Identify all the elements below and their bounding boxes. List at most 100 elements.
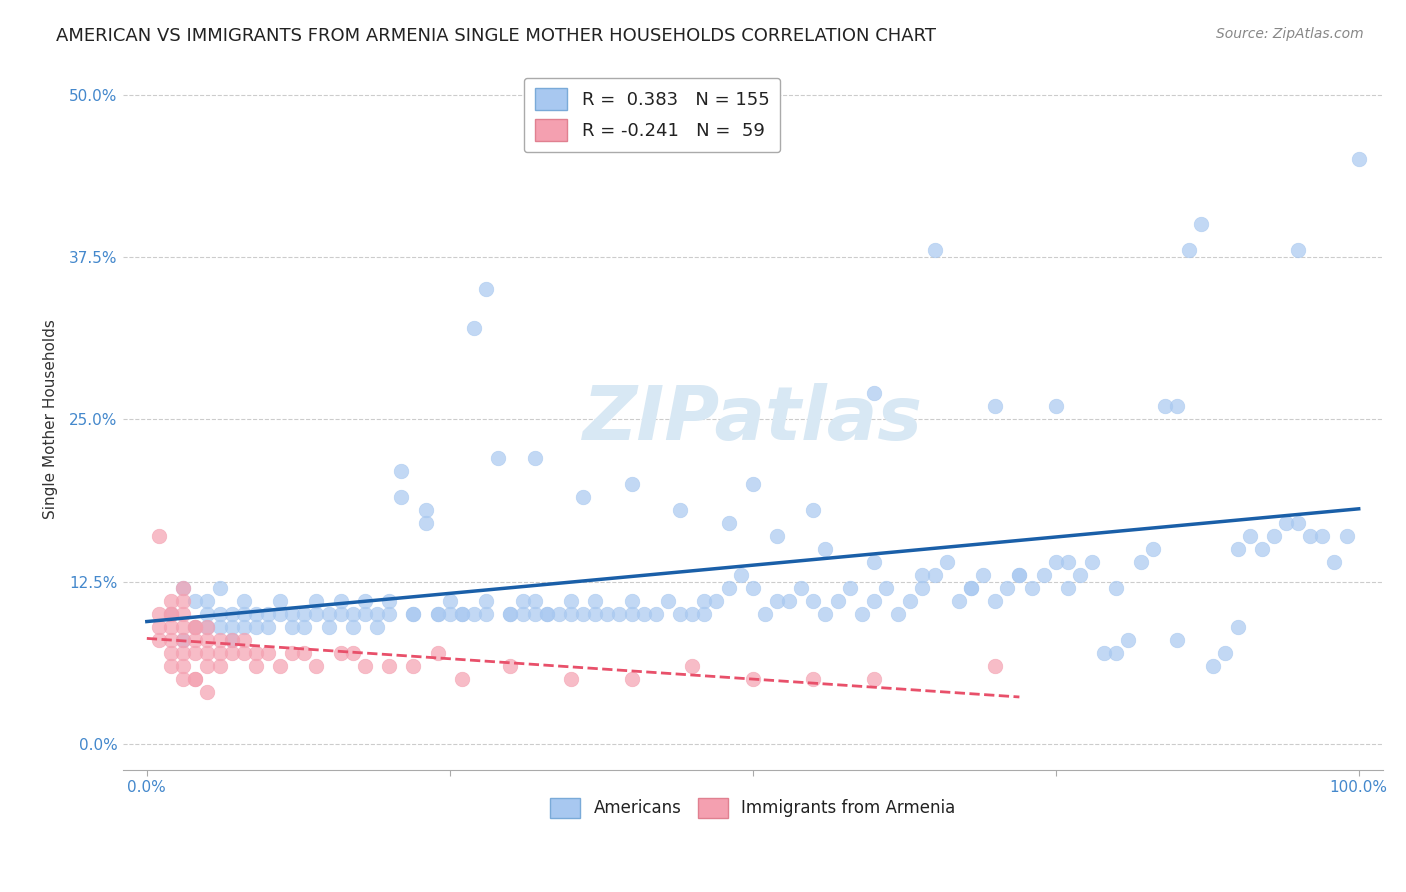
Point bbox=[911, 568, 934, 582]
Point bbox=[1105, 581, 1128, 595]
Point bbox=[257, 646, 280, 660]
Point bbox=[197, 659, 219, 673]
Point bbox=[730, 568, 752, 582]
Point bbox=[232, 607, 254, 621]
Point bbox=[221, 633, 243, 648]
Point bbox=[512, 607, 534, 621]
Point bbox=[415, 516, 437, 531]
Point bbox=[354, 659, 377, 673]
Point bbox=[463, 321, 485, 335]
Point bbox=[281, 646, 304, 660]
Point bbox=[1057, 581, 1080, 595]
Point bbox=[681, 607, 703, 621]
Point bbox=[292, 607, 315, 621]
Point bbox=[305, 607, 328, 621]
Point bbox=[221, 646, 243, 660]
Point bbox=[197, 646, 219, 660]
Point bbox=[924, 568, 946, 582]
Point bbox=[863, 594, 886, 608]
Point bbox=[717, 581, 740, 595]
Point bbox=[475, 607, 498, 621]
Point bbox=[1215, 646, 1237, 660]
Point bbox=[221, 607, 243, 621]
Point bbox=[1226, 620, 1249, 634]
Point bbox=[1118, 633, 1140, 648]
Point bbox=[1347, 153, 1369, 167]
Point bbox=[366, 620, 388, 634]
Point bbox=[1323, 555, 1346, 569]
Point bbox=[172, 672, 194, 686]
Point bbox=[172, 581, 194, 595]
Point bbox=[1275, 516, 1298, 531]
Point bbox=[1142, 542, 1164, 557]
Point bbox=[924, 244, 946, 258]
Point bbox=[972, 568, 994, 582]
Point bbox=[960, 581, 983, 595]
Point bbox=[1129, 555, 1152, 569]
Text: Source: ZipAtlas.com: Source: ZipAtlas.com bbox=[1216, 27, 1364, 41]
Point bbox=[620, 607, 643, 621]
Point bbox=[415, 503, 437, 517]
Point bbox=[160, 607, 183, 621]
Point bbox=[269, 594, 291, 608]
Point bbox=[620, 477, 643, 491]
Point bbox=[644, 607, 666, 621]
Point bbox=[706, 594, 728, 608]
Point bbox=[754, 607, 776, 621]
Point bbox=[669, 607, 692, 621]
Point bbox=[172, 646, 194, 660]
Point bbox=[197, 633, 219, 648]
Point bbox=[184, 620, 207, 634]
Point bbox=[232, 646, 254, 660]
Point bbox=[148, 620, 170, 634]
Point bbox=[378, 659, 401, 673]
Point bbox=[984, 659, 1007, 673]
Point bbox=[560, 607, 582, 621]
Point bbox=[475, 594, 498, 608]
Point bbox=[232, 594, 254, 608]
Text: AMERICAN VS IMMIGRANTS FROM ARMENIA SINGLE MOTHER HOUSEHOLDS CORRELATION CHART: AMERICAN VS IMMIGRANTS FROM ARMENIA SING… bbox=[56, 27, 936, 45]
Point bbox=[148, 633, 170, 648]
Point bbox=[281, 620, 304, 634]
Point bbox=[536, 607, 558, 621]
Point bbox=[572, 490, 595, 504]
Point bbox=[1057, 555, 1080, 569]
Point bbox=[547, 607, 569, 621]
Point bbox=[766, 594, 789, 608]
Point bbox=[560, 672, 582, 686]
Point bbox=[172, 581, 194, 595]
Point bbox=[426, 607, 449, 621]
Point bbox=[354, 607, 377, 621]
Point bbox=[160, 633, 183, 648]
Point bbox=[560, 594, 582, 608]
Point bbox=[342, 620, 364, 634]
Point bbox=[766, 529, 789, 543]
Point bbox=[984, 399, 1007, 413]
Point bbox=[318, 620, 340, 634]
Point bbox=[499, 607, 522, 621]
Point bbox=[402, 607, 425, 621]
Point bbox=[148, 529, 170, 543]
Point bbox=[1045, 399, 1067, 413]
Point bbox=[875, 581, 897, 595]
Point bbox=[898, 594, 921, 608]
Point bbox=[935, 555, 957, 569]
Point bbox=[499, 607, 522, 621]
Point bbox=[693, 594, 716, 608]
Point bbox=[172, 659, 194, 673]
Point bbox=[232, 620, 254, 634]
Point bbox=[184, 646, 207, 660]
Point bbox=[778, 594, 800, 608]
Point bbox=[148, 607, 170, 621]
Point bbox=[1008, 568, 1031, 582]
Point bbox=[172, 620, 194, 634]
Point bbox=[814, 607, 837, 621]
Point bbox=[1239, 529, 1261, 543]
Text: ZIPatlas: ZIPatlas bbox=[582, 383, 922, 456]
Point bbox=[208, 646, 231, 660]
Point bbox=[620, 594, 643, 608]
Point bbox=[160, 607, 183, 621]
Point bbox=[197, 620, 219, 634]
Point bbox=[342, 607, 364, 621]
Point bbox=[669, 503, 692, 517]
